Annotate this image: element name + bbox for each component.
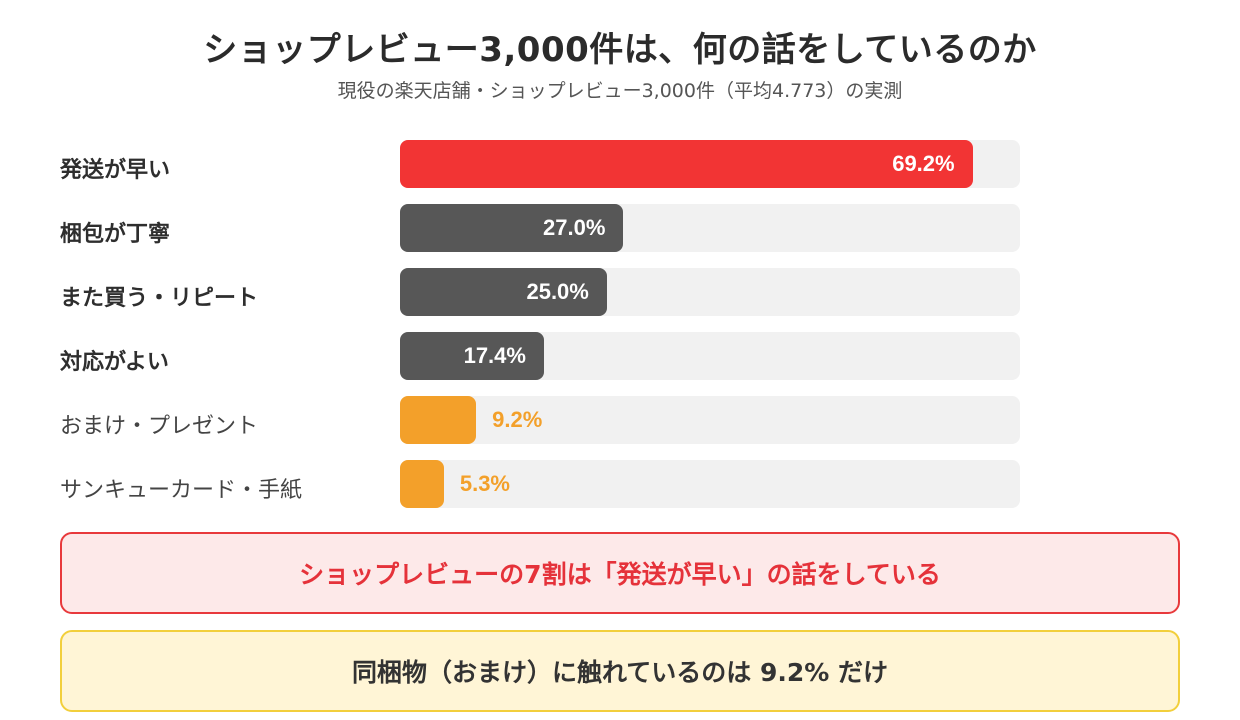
callout-bundle-finding-text: 同梱物（おまけ）に触れているのは 9.2% だけ	[352, 658, 888, 687]
value-label: 17.4%	[463, 343, 526, 368]
chart-title: ショップレビュー3,000件は、何の話をしているのか	[203, 30, 1037, 70]
value-label: 9.2%	[492, 407, 543, 432]
value-label: 27.0%	[543, 215, 606, 240]
bar	[400, 204, 624, 252]
bar	[400, 140, 973, 188]
value-label: 25.0%	[526, 279, 589, 304]
category-label: また買う・リピート	[60, 286, 259, 311]
category-label: サンキューカード・手紙	[60, 478, 303, 503]
bar	[400, 460, 444, 508]
bar	[400, 332, 544, 380]
category-label: 対応がよい	[60, 350, 169, 375]
value-label: 69.2%	[892, 151, 955, 176]
bar	[400, 268, 607, 316]
callout-top-finding-text: ショップレビューの7割は「発送が早い」の話をしている	[299, 560, 941, 589]
bar-track	[400, 460, 1020, 508]
bar-track	[400, 396, 1020, 444]
category-label: 発送が早い	[60, 158, 171, 183]
chart-subtitle: 現役の楽天店舗・ショップレビュー3,000件（平均4.773）の実測	[337, 80, 903, 102]
bar	[400, 396, 477, 444]
value-label: 5.3%	[459, 471, 510, 496]
callout-bundle-finding: 同梱物（おまけ）に触れているのは 9.2% だけ	[60, 630, 1180, 712]
category-label: 梱包が丁寧	[60, 222, 171, 247]
callout-top-finding: ショップレビューの7割は「発送が早い」の話をしている	[60, 532, 1180, 614]
category-label: おまけ・プレゼント	[60, 414, 259, 439]
